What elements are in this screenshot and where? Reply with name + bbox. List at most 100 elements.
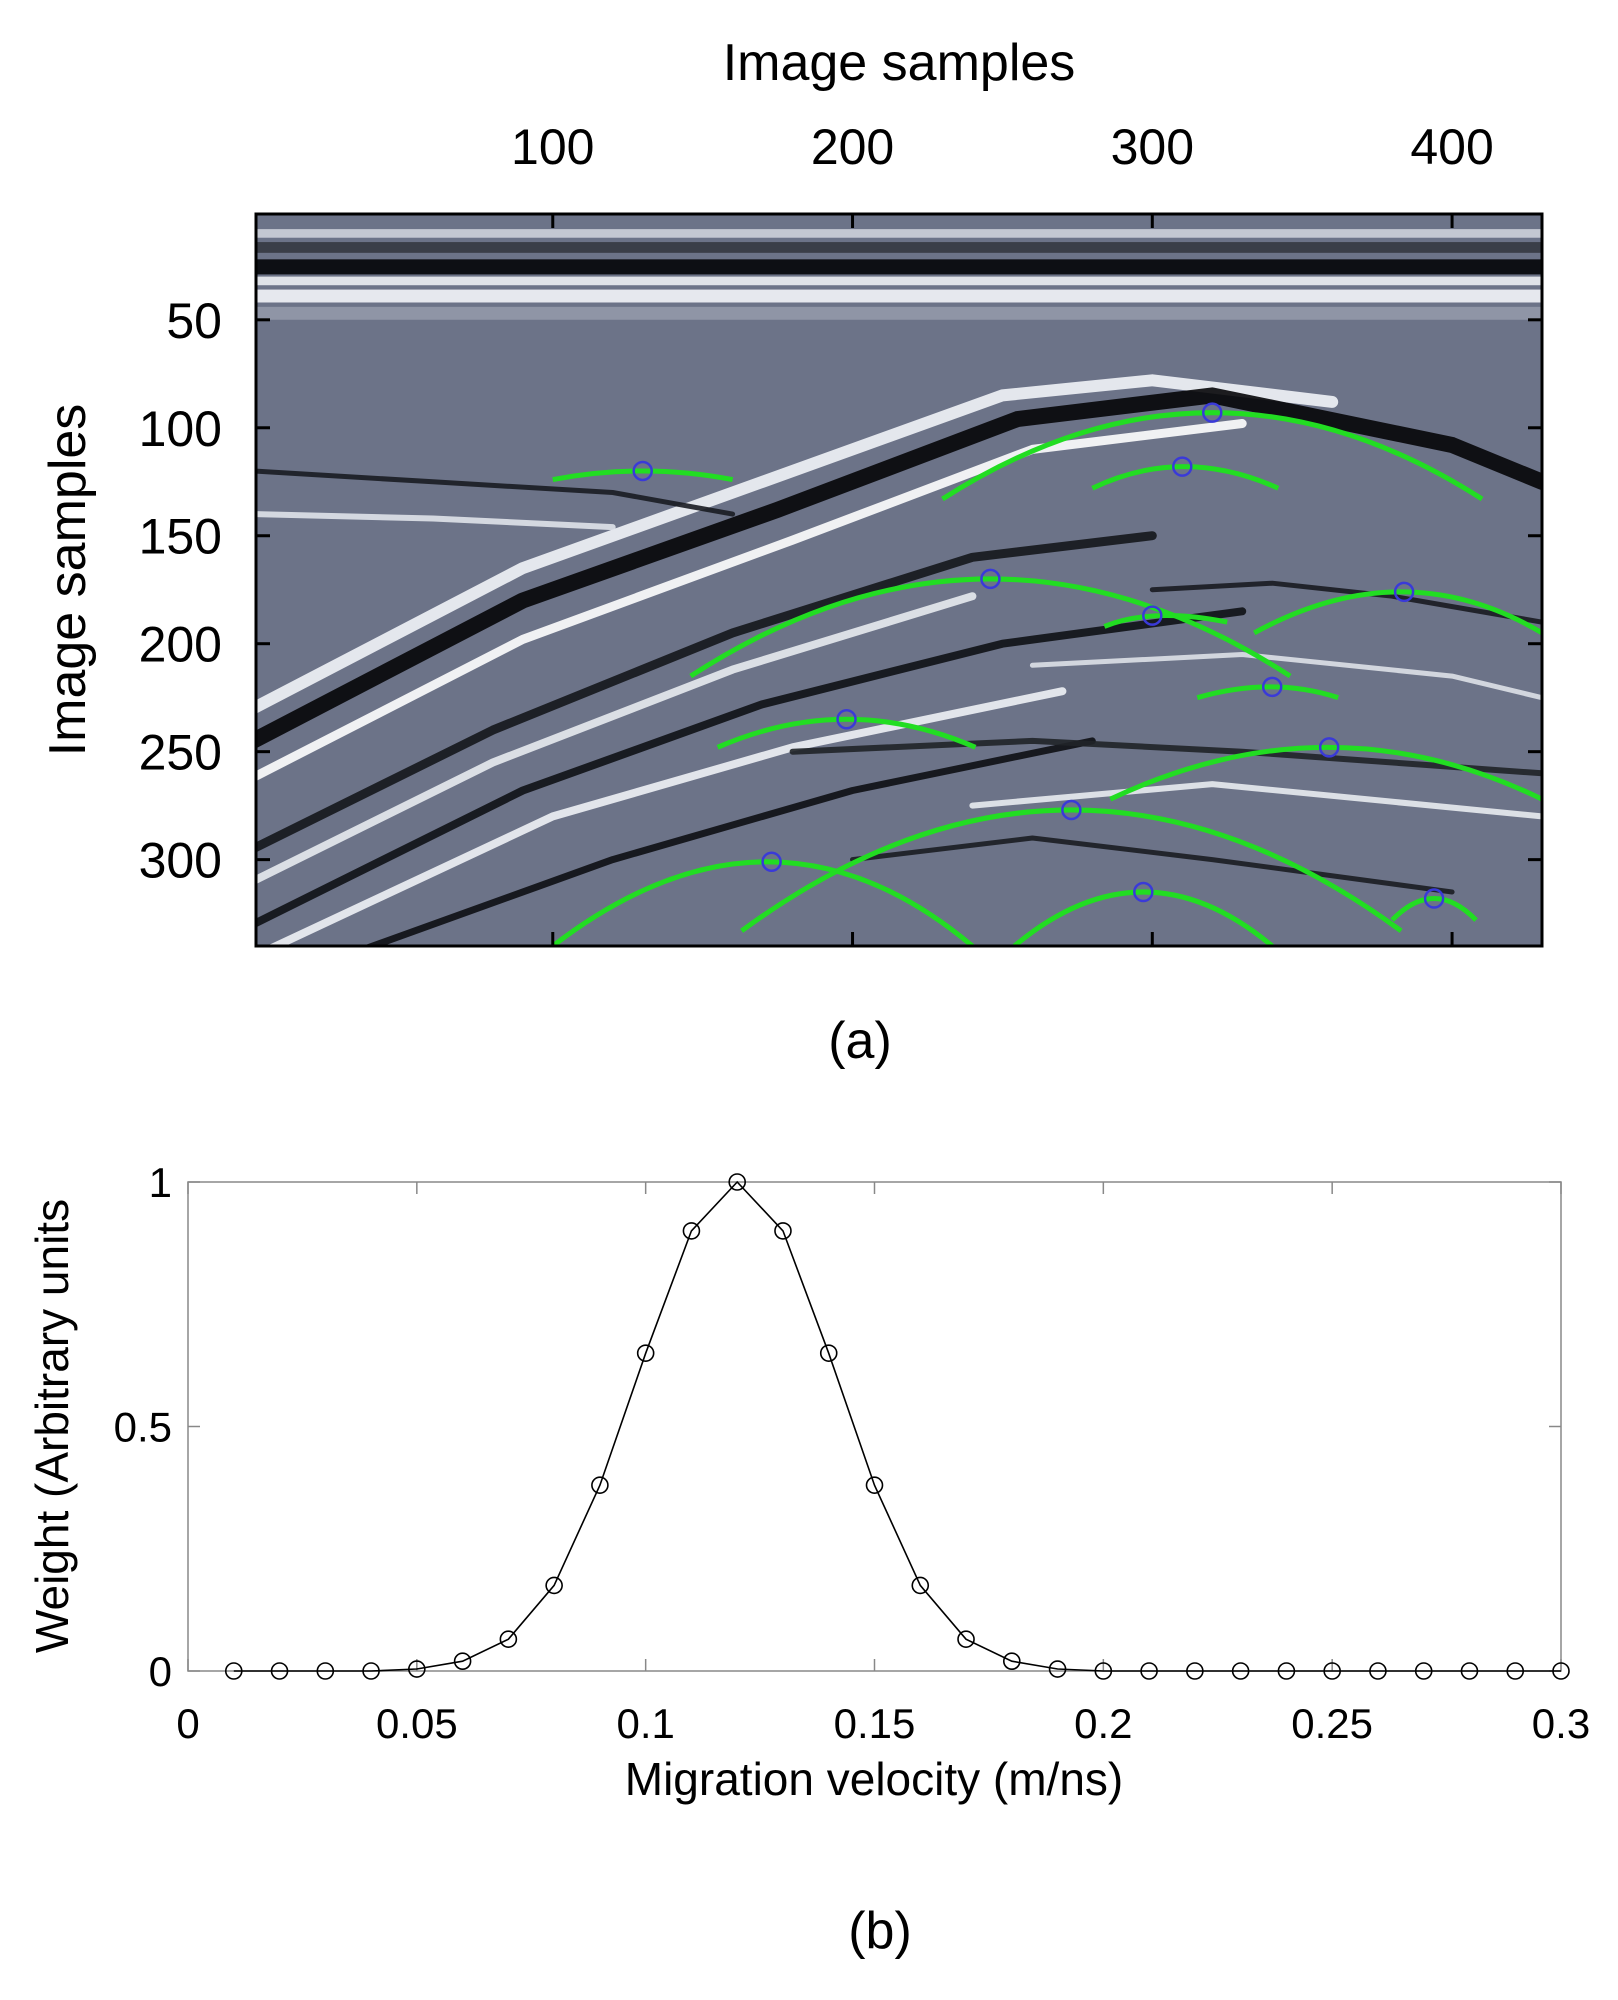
- band-1: [256, 242, 1542, 253]
- panel-b-label: (b): [848, 1902, 912, 1960]
- weight-point-11: [728, 1173, 747, 1191]
- panel-b-xlabel: Migration velocity (m/ns): [625, 1753, 1123, 1805]
- apex-marker-1: [1202, 402, 1223, 423]
- hyperbola-0: [552, 468, 734, 483]
- weight-point-19: [1094, 1662, 1113, 1680]
- b-xtick-label-3: 0.15: [834, 1700, 916, 1747]
- weight-point-26: [1414, 1662, 1433, 1680]
- a-ytick-label-1: 100: [139, 401, 222, 457]
- panel-a-axes: 100 200 300 400 50 100 150 200 250 300: [139, 119, 1542, 946]
- weight-point-10: [682, 1222, 701, 1240]
- apex-marker-12: [1423, 888, 1445, 909]
- panel-a-xlabel: Image samples: [723, 34, 1076, 92]
- weight-point-17: [1002, 1652, 1021, 1671]
- reflector-10: [256, 468, 736, 517]
- hyperbola-7: [716, 716, 977, 750]
- apex-marker-10: [1061, 799, 1082, 821]
- apex-marker-7: [836, 709, 857, 730]
- weight-point-20: [1140, 1662, 1158, 1680]
- radargram-image: [256, 229, 1542, 946]
- band-5: [256, 306, 1542, 320]
- panel-a-label: (a): [828, 1012, 892, 1070]
- b-xtick-label-4: 0.2: [1074, 1700, 1132, 1747]
- hyperbola-12: [1390, 896, 1478, 922]
- apex-marker-9: [761, 851, 782, 873]
- hyperbola-6: [1196, 684, 1339, 701]
- weight-point-24: [1323, 1662, 1341, 1680]
- weight-point-7: [545, 1576, 563, 1595]
- a-ytick-label-5: 300: [139, 833, 222, 889]
- weight-point-5: [453, 1652, 472, 1671]
- band-2: [256, 259, 1542, 275]
- hyperbola-1: [941, 410, 1484, 502]
- weight-point-9: [636, 1344, 655, 1362]
- b-xtick-label-6: 0.3: [1532, 1700, 1590, 1747]
- reflector-5: [256, 607, 1247, 928]
- weight-point-6: [499, 1630, 518, 1649]
- panel-a: 100 200 300 400 50 100 150 200 250 300 Image samp…: [39, 34, 1544, 1070]
- apex-marker-2: [1172, 456, 1193, 477]
- reflector-8: [789, 737, 1542, 777]
- b-xtick-label-2: 0.1: [616, 1700, 674, 1747]
- weight-point-22: [1231, 1662, 1250, 1680]
- a-xtick-label-3: 400: [1410, 119, 1493, 175]
- a-xtick-label-0: 100: [511, 119, 594, 175]
- weight-point-0: [224, 1662, 243, 1680]
- weight-point-14: [865, 1476, 884, 1494]
- a-xtick-label-1: 200: [811, 119, 894, 175]
- reflector-13: [1029, 652, 1542, 701]
- weight-point-29: [1552, 1662, 1570, 1680]
- weight-point-4: [408, 1660, 426, 1678]
- b-xtick-label-0: 0: [176, 1700, 199, 1747]
- hyperbola-10: [740, 807, 1403, 933]
- apex-marker-6: [1261, 676, 1283, 698]
- b-ytick-label-0: 0: [149, 1648, 172, 1695]
- hyperbola-5: [1253, 589, 1542, 636]
- hyperbola-11: [1012, 889, 1274, 946]
- weight-point-12: [774, 1222, 792, 1240]
- weight-point-18: [1048, 1660, 1067, 1678]
- panel-a-frame: [254, 212, 1544, 948]
- reflector-0: [256, 374, 1339, 714]
- b-xtick-label-1: 0.05: [376, 1700, 458, 1747]
- b-xtick-label-5: 0.25: [1291, 1700, 1373, 1747]
- reflector-12: [1149, 580, 1542, 625]
- hyperbola-3: [689, 576, 1292, 679]
- apex-marker-11: [1133, 881, 1154, 903]
- weight-point-8: [591, 1476, 609, 1494]
- panel-b: 0 0.05 0.1 0.15 0.2 0.25 0.3 0 0.5 1 Migration ve…: [26, 1159, 1590, 1960]
- reflector-6: [266, 687, 1067, 946]
- reflector-1: [256, 387, 1542, 749]
- a-ytick-label-4: 250: [139, 725, 222, 781]
- hyperbola-9: [551, 859, 975, 946]
- hyperbola-4: [1103, 613, 1228, 629]
- weight-series: [224, 1173, 1570, 1680]
- reflector-2: [256, 419, 1247, 782]
- weight-point-15: [911, 1576, 930, 1595]
- panel-b-frame: [187, 1181, 1562, 1672]
- weight-point-28: [1506, 1662, 1525, 1680]
- apex-marker-5: [1393, 581, 1415, 603]
- band-0: [256, 229, 1542, 238]
- panel-b-ylabel: Weight (Arbitrary units: [26, 1199, 78, 1653]
- reflector-9: [969, 781, 1542, 820]
- apex-marker-8: [1318, 737, 1340, 758]
- panel-a-ylabel: Image samples: [39, 404, 97, 757]
- weight-point-25: [1369, 1662, 1387, 1680]
- weight-point-21: [1186, 1662, 1204, 1680]
- a-ytick-label-3: 200: [139, 617, 222, 673]
- apex-marker-3: [980, 568, 1001, 590]
- reflector-14: [850, 835, 1455, 895]
- weight-point-27: [1460, 1662, 1479, 1680]
- panel-b-axes: 0 0.05 0.1 0.15 0.2 0.25 0.3 0 0.5 1: [114, 1159, 1591, 1747]
- weight-point-3: [362, 1662, 380, 1680]
- hyperbola-overlay: [551, 402, 1542, 946]
- a-ytick-label-2: 150: [139, 509, 222, 565]
- weight-point-23: [1277, 1662, 1296, 1680]
- a-ytick-label-0: 50: [166, 293, 222, 349]
- b-ytick-label-1: 0.5: [114, 1404, 172, 1451]
- reflector-7: [362, 737, 1096, 946]
- band-3: [256, 276, 1542, 286]
- band-4: [256, 289, 1542, 303]
